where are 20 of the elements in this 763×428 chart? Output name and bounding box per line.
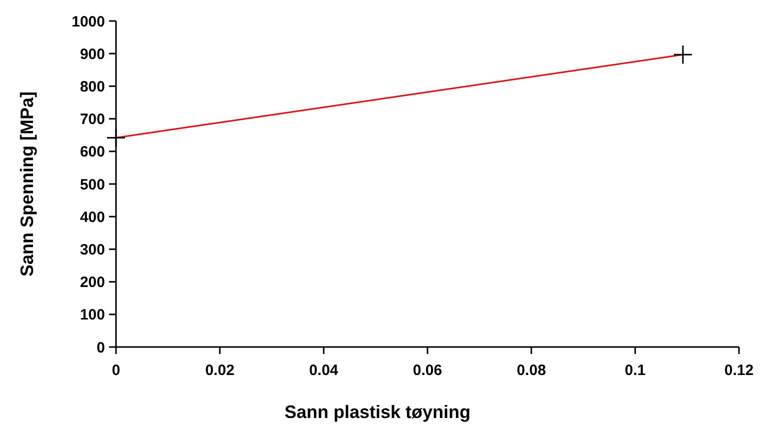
y-tick-label: 800 <box>80 78 105 96</box>
x-tick-label: 0.04 <box>309 362 339 379</box>
y-axis-title: Sann Spenning [MPa] <box>17 91 37 277</box>
y-tick-label: 1000 <box>72 13 105 30</box>
x-tick-label: 0 <box>112 362 120 379</box>
y-tick-label: 500 <box>80 176 105 194</box>
y-tick-label: 0 <box>96 339 105 356</box>
x-tick-label: 0.02 <box>205 362 234 379</box>
y-tick-label: 300 <box>80 241 105 258</box>
y-tick-label: 700 <box>80 111 105 128</box>
x-tick-label: 0.08 <box>516 362 546 379</box>
y-tick-label: 400 <box>80 208 105 226</box>
y-tick-label: 600 <box>80 144 105 161</box>
x-tick-label: 0.12 <box>724 362 754 379</box>
y-tick-label: 900 <box>80 46 105 63</box>
x-tick-label: 0.06 <box>412 362 442 379</box>
y-tick-label: 200 <box>80 274 105 292</box>
x-axis-title: Sann plastisk tøyning <box>284 402 471 422</box>
y-tick-label: 100 <box>80 306 105 324</box>
x-tick-label: 0.1 <box>624 362 646 379</box>
